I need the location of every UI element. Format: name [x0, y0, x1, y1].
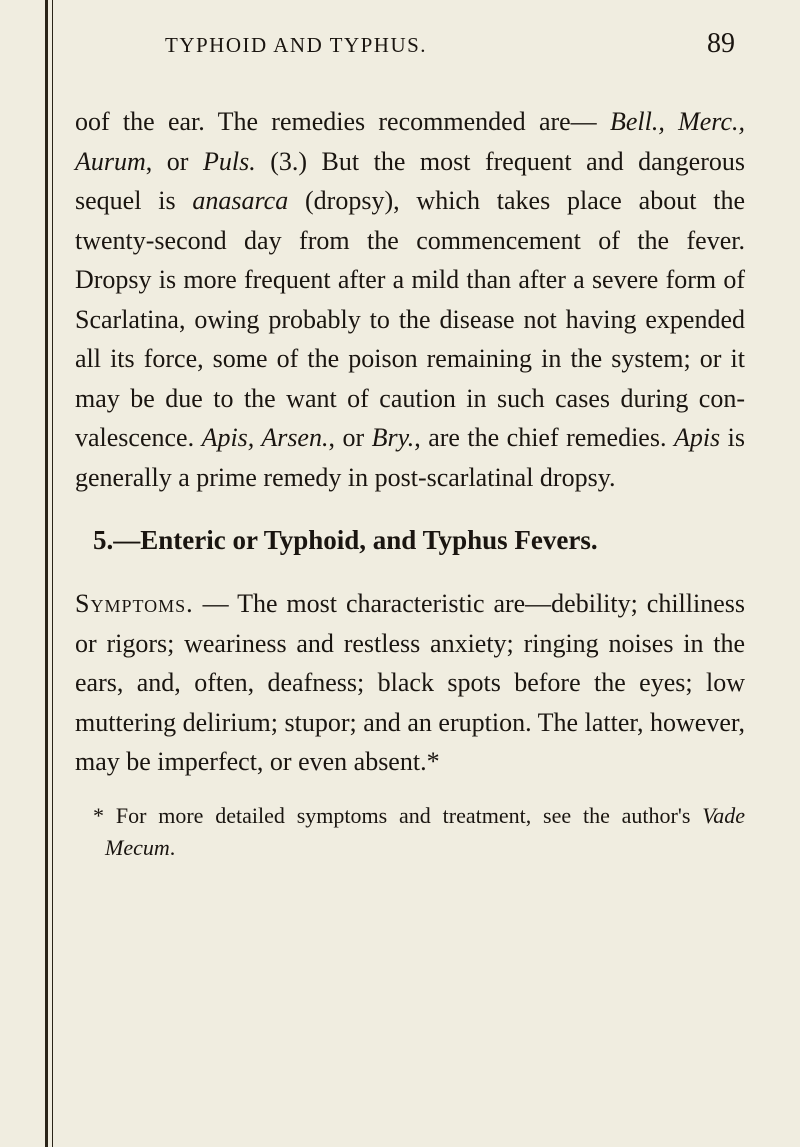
body-paragraph-1: oof the ear. The remedies recommended ar…: [75, 102, 745, 497]
text-run: , or: [146, 147, 203, 176]
page-header: TYPHOID AND TYPHUS. 89: [75, 28, 745, 60]
page-content: TYPHOID AND TYPHUS. 89 oof the ear. The …: [0, 0, 800, 1147]
text-italic: Apis: [674, 423, 720, 452]
text-smallcaps: Symptoms.: [75, 589, 194, 618]
text-italic: Apis, Arsen.: [202, 423, 329, 452]
footnote: * For more detailed symptoms and treatme…: [87, 800, 745, 864]
text-italic: Bry.: [372, 423, 415, 452]
text-italic: Puls.: [203, 147, 256, 176]
body-paragraph-2: Symptoms. — The most characteristic are—…: [75, 584, 745, 782]
footnote-text: .: [170, 835, 176, 860]
text-run: oof the ear. The remedies recommended ar…: [75, 107, 597, 136]
text-run: , or: [328, 423, 371, 452]
text-run: , are the chief remedies.: [414, 423, 674, 452]
text-italic: anasarca: [192, 186, 288, 215]
page-number: 89: [707, 28, 735, 60]
text-run: (dropsy), which takes place about the tw…: [75, 186, 745, 452]
running-title: TYPHOID AND TYPHUS.: [165, 33, 427, 58]
footnote-text: * For more detailed symptoms and treatme…: [93, 803, 702, 828]
section-heading: 5.—Enteric or Typhoid, and Typhus Fevers…: [75, 525, 745, 556]
